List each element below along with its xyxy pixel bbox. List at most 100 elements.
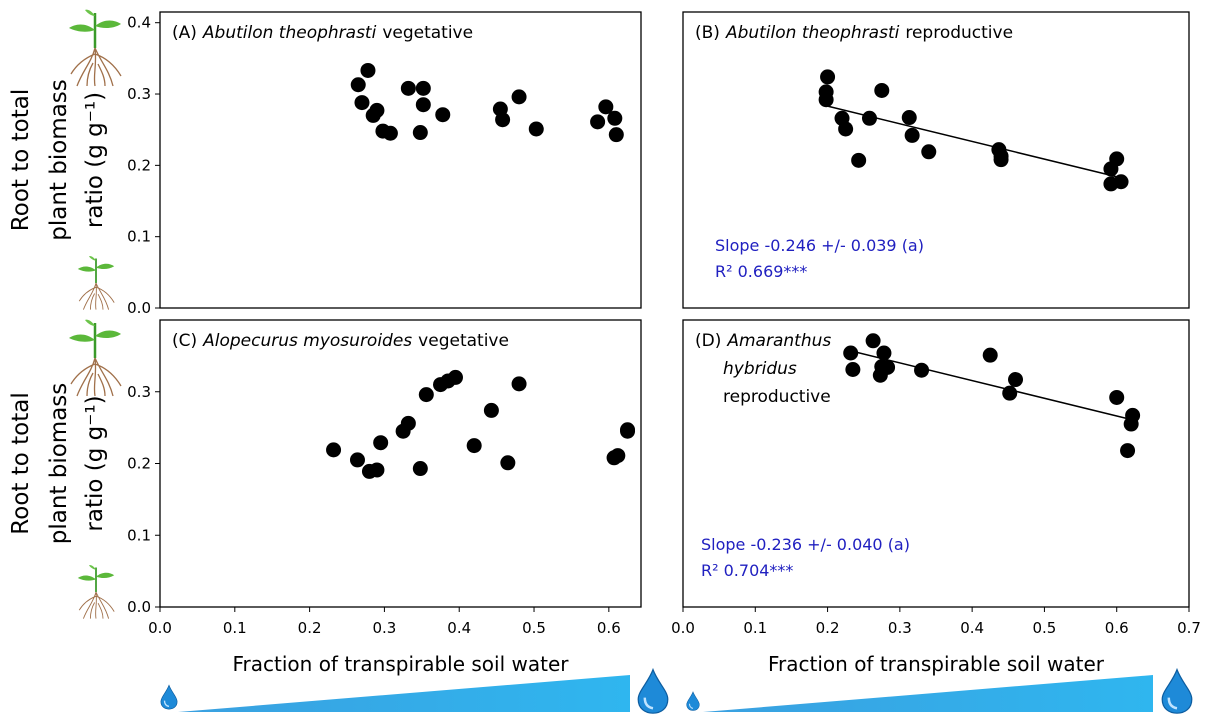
point bbox=[369, 102, 385, 118]
point bbox=[528, 121, 544, 137]
panel-label: (C) bbox=[172, 331, 197, 351]
stage: reproductive bbox=[905, 23, 1013, 43]
x-tick-label: 0.4 bbox=[447, 619, 471, 637]
species: Abutilon theophrasti bbox=[725, 23, 900, 43]
plot-frame bbox=[159, 319, 642, 608]
y-tick-label: 0.1 bbox=[127, 228, 151, 246]
x-tick-label: 0.6 bbox=[597, 619, 621, 637]
point bbox=[921, 144, 937, 160]
point bbox=[598, 99, 614, 115]
point bbox=[511, 89, 527, 105]
point bbox=[360, 62, 376, 78]
x-tick-label: 0.3 bbox=[888, 619, 912, 637]
point bbox=[1113, 174, 1129, 190]
point bbox=[914, 362, 930, 378]
point bbox=[607, 110, 623, 126]
point bbox=[500, 455, 516, 471]
y-axis-label: ratio (g g⁻¹) bbox=[82, 92, 108, 228]
point bbox=[838, 121, 854, 137]
point bbox=[495, 112, 511, 128]
y-tick-label: 0.0 bbox=[127, 299, 151, 317]
point bbox=[876, 345, 892, 361]
stage: vegetative bbox=[382, 23, 473, 43]
y-tick-label: 0.1 bbox=[127, 526, 151, 544]
y-axis-label: ratio (g g⁻¹) bbox=[82, 395, 108, 531]
point bbox=[1120, 443, 1136, 459]
species: hybridus bbox=[723, 359, 797, 379]
point bbox=[354, 95, 370, 111]
y-tick-label: 0.4 bbox=[127, 14, 151, 32]
species: Amaranthus bbox=[726, 331, 831, 351]
x-tick-label: 0.6 bbox=[1105, 619, 1129, 637]
point bbox=[418, 387, 434, 403]
point bbox=[326, 442, 342, 458]
x-tick-label: 0.5 bbox=[1032, 619, 1056, 637]
point bbox=[901, 110, 917, 126]
point bbox=[412, 461, 428, 477]
y-axis-label: plant biomass bbox=[46, 383, 72, 545]
x-tick-label: 0.2 bbox=[816, 619, 840, 637]
point bbox=[1002, 385, 1018, 401]
fit-line bbox=[847, 349, 1130, 420]
point bbox=[415, 80, 431, 96]
point bbox=[369, 462, 385, 478]
panel-title: (D) Amaranthus bbox=[695, 331, 831, 351]
plot-frame bbox=[682, 319, 1190, 608]
y-tick-label: 0.2 bbox=[127, 455, 151, 473]
point bbox=[904, 127, 920, 143]
point bbox=[466, 438, 482, 454]
point bbox=[483, 402, 499, 418]
point bbox=[874, 82, 890, 98]
panel-title: (C) Alopecurus myosuroides vegetative bbox=[172, 331, 509, 351]
point bbox=[845, 362, 861, 378]
x-tick-label: 0.1 bbox=[743, 619, 767, 637]
x-tick-label: 0.7 bbox=[1177, 619, 1201, 637]
stage: vegetative bbox=[418, 331, 509, 351]
x-tick-label: 0.1 bbox=[223, 619, 247, 637]
point bbox=[349, 452, 365, 468]
point bbox=[415, 97, 431, 113]
species: Abutilon theophrasti bbox=[202, 23, 377, 43]
y-axis-label: Root to total bbox=[8, 392, 34, 534]
decorations bbox=[67, 8, 1194, 714]
annotation: R² 0.704*** bbox=[701, 561, 793, 580]
point bbox=[400, 80, 416, 96]
point bbox=[412, 125, 428, 141]
y-axis-label: Root to total bbox=[8, 89, 34, 231]
point bbox=[350, 77, 366, 93]
annotation: R² 0.669*** bbox=[715, 262, 807, 281]
x-tick-label: 0.0 bbox=[671, 619, 695, 637]
point bbox=[447, 369, 463, 385]
x-axis-label: Fraction of transpirable soil water bbox=[768, 652, 1105, 676]
y-tick-label: 0.0 bbox=[127, 598, 151, 616]
point bbox=[843, 345, 859, 361]
point bbox=[1109, 389, 1125, 405]
x-tick-label: 0.0 bbox=[148, 619, 172, 637]
x-axis-label: Fraction of transpirable soil water bbox=[233, 652, 570, 676]
plot-frame bbox=[682, 11, 1190, 309]
point bbox=[880, 359, 896, 375]
point bbox=[861, 110, 877, 126]
point bbox=[982, 347, 998, 363]
point bbox=[400, 415, 416, 431]
panel-label: (B) bbox=[695, 23, 720, 43]
panel-label: (D) bbox=[695, 331, 721, 351]
panel-title: (B) Abutilon theophrasti reproductive bbox=[695, 23, 1013, 43]
x-tick-label: 0.5 bbox=[522, 619, 546, 637]
point bbox=[620, 423, 636, 439]
y-tick-label: 0.2 bbox=[127, 156, 151, 174]
y-tick-label: 0.3 bbox=[127, 383, 151, 401]
point bbox=[818, 84, 834, 100]
point bbox=[820, 69, 836, 85]
y-tick-label: 0.3 bbox=[127, 85, 151, 103]
point bbox=[608, 127, 624, 143]
y-axis-label: plant biomass bbox=[46, 79, 72, 241]
point bbox=[511, 376, 527, 392]
point bbox=[851, 152, 867, 168]
point bbox=[373, 435, 389, 451]
panel-label: (A) bbox=[172, 23, 197, 43]
plot-frame bbox=[159, 11, 642, 309]
point bbox=[1125, 407, 1141, 423]
annotation: Slope -0.236 +/- 0.040 (a) bbox=[701, 535, 910, 554]
